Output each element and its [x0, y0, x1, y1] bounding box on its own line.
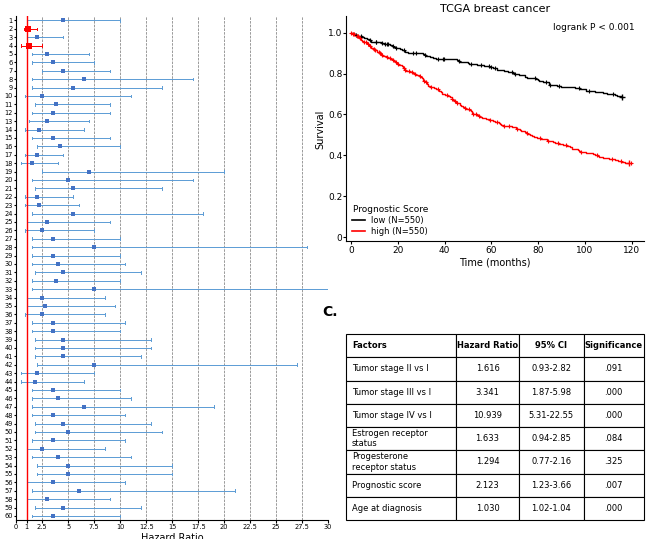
Point — [42, 50, 53, 58]
Point — [23, 42, 34, 50]
Point — [53, 394, 63, 403]
Point — [37, 293, 47, 302]
Text: B.: B. — [317, 0, 333, 3]
X-axis label: Hazard Ratio: Hazard Ratio — [141, 533, 203, 539]
Point — [47, 134, 58, 142]
Point — [55, 142, 65, 151]
Point — [42, 117, 53, 126]
Point — [68, 83, 79, 92]
Point — [89, 361, 99, 369]
Point — [84, 167, 94, 176]
Point — [27, 159, 37, 168]
Title: TCGA breast cancer: TCGA breast cancer — [440, 4, 550, 14]
Point — [47, 436, 58, 445]
Point — [58, 344, 68, 353]
Point — [53, 453, 63, 461]
Point — [37, 445, 47, 453]
Point — [32, 192, 42, 201]
Point — [58, 503, 68, 512]
Point — [51, 277, 61, 285]
Point — [58, 16, 68, 25]
Text: logrank P < 0.001: logrank P < 0.001 — [553, 23, 634, 32]
Point — [37, 310, 47, 319]
Point — [68, 209, 79, 218]
Legend: low (N=550), high (N=550): low (N=550), high (N=550) — [350, 204, 430, 237]
Point — [37, 226, 47, 234]
Point — [34, 201, 44, 210]
Point — [63, 469, 73, 478]
Point — [58, 419, 68, 428]
Point — [42, 495, 53, 503]
Y-axis label: Survival: Survival — [315, 109, 325, 149]
Point — [68, 184, 79, 192]
Point — [47, 512, 58, 520]
Point — [47, 234, 58, 243]
Point — [42, 218, 53, 226]
Point — [58, 66, 68, 75]
Point — [63, 461, 73, 470]
Point — [63, 176, 73, 184]
Point — [58, 352, 68, 361]
Point — [30, 377, 40, 386]
Point — [23, 24, 33, 33]
Point — [47, 385, 58, 394]
Point — [79, 75, 89, 84]
Point — [47, 411, 58, 419]
X-axis label: Time (months): Time (months) — [459, 258, 530, 267]
Point — [37, 92, 47, 100]
Point — [47, 327, 58, 335]
Point — [32, 369, 42, 377]
Text: C.: C. — [322, 305, 338, 319]
Point — [47, 251, 58, 260]
Point — [53, 260, 63, 268]
Point — [89, 285, 99, 293]
Point — [47, 58, 58, 67]
Point — [47, 108, 58, 117]
Point — [58, 268, 68, 277]
Point — [47, 319, 58, 327]
Point — [32, 33, 42, 42]
Point — [47, 478, 58, 487]
Y-axis label: Sampling repeats: Sampling repeats — [0, 225, 1, 311]
Point — [63, 427, 73, 436]
Point — [79, 403, 89, 411]
Point — [40, 302, 51, 310]
Point — [89, 243, 99, 252]
Point — [73, 486, 84, 495]
Point — [58, 335, 68, 344]
Text: A.: A. — [0, 0, 1, 13]
Point — [32, 150, 42, 159]
Point — [51, 100, 61, 109]
Point — [34, 125, 44, 134]
